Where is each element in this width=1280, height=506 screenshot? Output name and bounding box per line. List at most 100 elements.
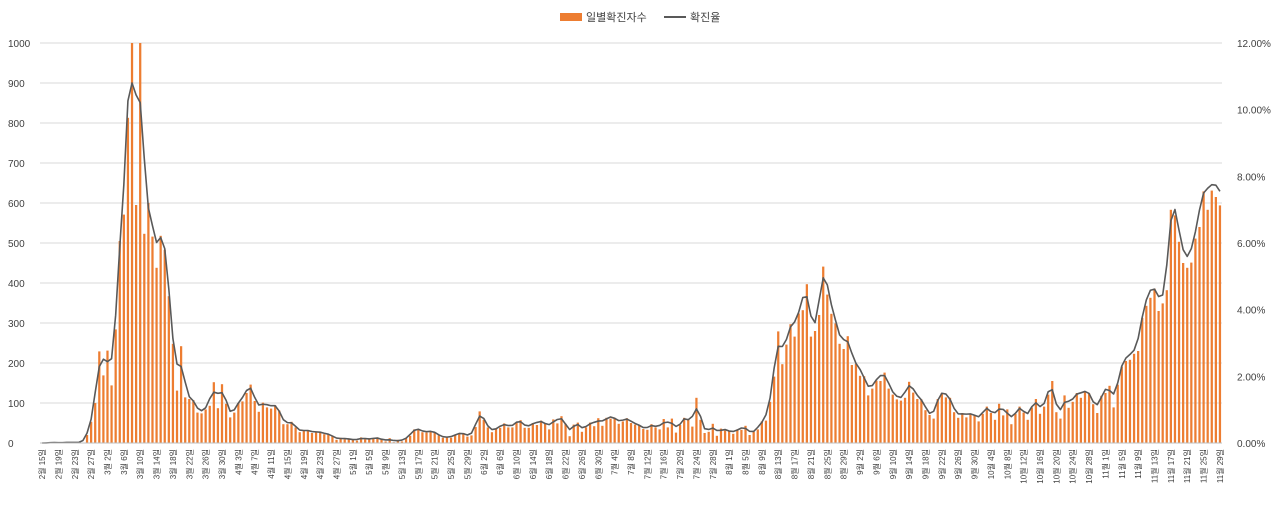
- bar: [854, 363, 858, 443]
- bar: [944, 397, 948, 443]
- bar: [1173, 215, 1177, 443]
- x-tick-label: 11월 29일: [1215, 449, 1225, 483]
- bar: [1206, 209, 1209, 443]
- legend: 일별확진자수 확진율: [560, 10, 720, 24]
- bar: [409, 435, 412, 443]
- bar: [220, 384, 224, 443]
- x-tick-label: 2월 19일: [53, 449, 63, 479]
- bar: [527, 427, 530, 443]
- bar: [499, 427, 502, 443]
- y-axis-right: 0.00% 2.00% 4.00% 6.00% 8.00% 10.00% 12.00%: [1237, 39, 1271, 450]
- bar: [756, 429, 759, 443]
- x-tick-label: 11월 17일: [1166, 449, 1176, 483]
- bar: [474, 427, 477, 443]
- bar: [609, 418, 612, 443]
- bar: [805, 284, 808, 443]
- x-tick-label: 10월 20일: [1051, 449, 1061, 484]
- x-tick-label: 6월 30일: [593, 449, 603, 479]
- bar: [781, 364, 784, 443]
- x-tick-label: 7월 16일: [659, 449, 669, 479]
- bar: [936, 399, 939, 443]
- y-right-tick: 8.00%: [1237, 172, 1265, 183]
- bar: [818, 315, 821, 443]
- bar: [556, 423, 559, 443]
- bar: [1018, 406, 1021, 443]
- y-right-tick: 12.00%: [1237, 39, 1271, 50]
- bar: [662, 419, 665, 443]
- bar: [613, 417, 616, 443]
- bar: [122, 214, 125, 443]
- bar: [548, 429, 551, 443]
- bar: [1149, 297, 1152, 443]
- bar: [188, 399, 191, 443]
- bar: [654, 427, 657, 443]
- bar: [1092, 404, 1095, 443]
- bar: [838, 343, 841, 443]
- x-tick-label: 5월 21일: [430, 449, 440, 479]
- x-tick-label: 8월 1일: [724, 449, 734, 475]
- bar: [159, 235, 162, 443]
- bar: [850, 365, 853, 443]
- bar: [858, 375, 862, 443]
- bar: [924, 410, 927, 443]
- bar: [670, 418, 674, 443]
- y-left-tick: 900: [8, 79, 25, 90]
- bar: [965, 417, 968, 443]
- bar: [278, 410, 281, 443]
- bar: [650, 424, 653, 443]
- bar: [171, 343, 175, 443]
- bar: [204, 409, 207, 443]
- bar: [932, 418, 935, 443]
- x-tick-label: 11월 13일: [1150, 449, 1160, 483]
- bar: [331, 435, 334, 443]
- bar: [826, 294, 829, 443]
- x-tick-label: 8월 9일: [757, 449, 767, 475]
- bar: [588, 422, 592, 443]
- bar: [306, 430, 310, 443]
- y-left-tick: 0: [8, 439, 14, 450]
- bar: [846, 336, 849, 443]
- bar: [1006, 409, 1009, 443]
- bar: [1002, 415, 1005, 443]
- bar: [597, 418, 600, 443]
- bar: [1182, 263, 1185, 443]
- bar: [417, 429, 420, 443]
- x-tick-label: 3월 2일: [102, 449, 112, 475]
- bar: [891, 394, 894, 443]
- bar: [429, 431, 432, 443]
- bar: [1075, 393, 1078, 443]
- bar: [237, 403, 240, 443]
- bar: [249, 384, 252, 443]
- bar: [1194, 238, 1197, 443]
- x-tick-label: 8월 29일: [839, 449, 849, 479]
- bar: [404, 438, 408, 443]
- bar: [895, 399, 898, 443]
- bar: [699, 419, 702, 443]
- bar: [1063, 395, 1066, 443]
- legend-bar-swatch: [560, 13, 582, 21]
- bar: [1116, 384, 1119, 443]
- bar: [212, 382, 215, 443]
- y-left-tick: 600: [8, 199, 25, 210]
- bar: [1124, 361, 1128, 443]
- bar: [143, 233, 146, 443]
- bar: [572, 424, 575, 443]
- bar: [310, 433, 314, 443]
- bar: [245, 393, 248, 443]
- bar: [1079, 397, 1083, 443]
- bar: [1210, 190, 1213, 443]
- bar: [216, 408, 220, 443]
- bar: [1047, 394, 1050, 443]
- bar: [1112, 407, 1115, 443]
- x-tick-label: 5월 9일: [381, 449, 391, 475]
- bar: [523, 427, 526, 443]
- bar: [1202, 191, 1205, 443]
- bar: [977, 421, 980, 443]
- bar: [335, 439, 338, 443]
- bar: [842, 349, 845, 443]
- bar: [507, 427, 510, 443]
- bar: [695, 397, 698, 443]
- bar: [400, 441, 404, 443]
- bar: [687, 419, 690, 443]
- bar: [1157, 311, 1160, 443]
